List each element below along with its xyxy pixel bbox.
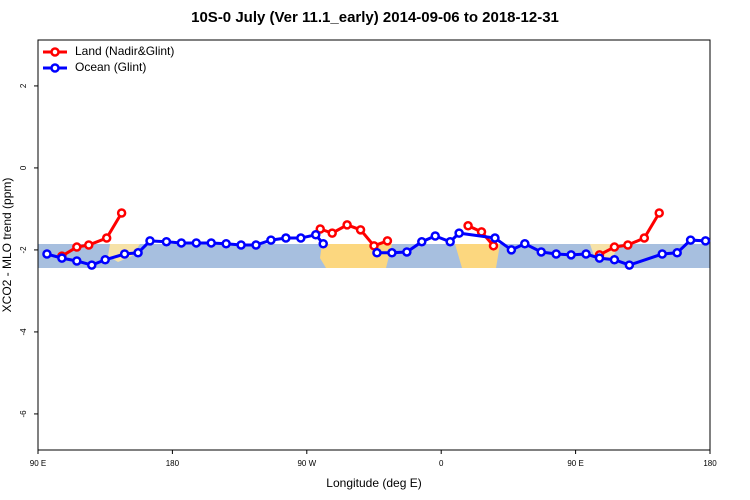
data-point bbox=[654, 208, 664, 218]
data-point bbox=[133, 248, 143, 258]
data-point bbox=[490, 233, 500, 243]
data-point bbox=[372, 248, 382, 258]
data-point bbox=[236, 240, 246, 250]
data-point bbox=[657, 249, 667, 259]
data-point bbox=[72, 242, 82, 252]
legend-label: Land (Nadir&Glint) bbox=[75, 44, 174, 58]
x-tick-label: 90 E bbox=[567, 459, 583, 468]
data-point bbox=[42, 249, 52, 259]
data-point bbox=[417, 236, 427, 247]
x-tick-label: 90 W bbox=[297, 459, 316, 468]
y-tick-label: 2 bbox=[19, 83, 28, 88]
data-point bbox=[101, 233, 112, 243]
x-tick-label: 0 bbox=[439, 459, 444, 468]
data-point bbox=[119, 249, 130, 259]
data-point bbox=[206, 238, 216, 248]
data-point bbox=[624, 260, 635, 270]
data-point bbox=[116, 208, 127, 218]
y-tick-label: -2 bbox=[19, 246, 28, 254]
data-point bbox=[318, 239, 328, 249]
data-point bbox=[355, 225, 366, 235]
data-point bbox=[84, 240, 94, 250]
legend-marker bbox=[50, 63, 60, 73]
data-point bbox=[266, 235, 276, 245]
data-point bbox=[387, 248, 397, 258]
data-point bbox=[327, 228, 337, 238]
data-point bbox=[520, 239, 530, 249]
data-point bbox=[176, 238, 187, 248]
data-point bbox=[191, 238, 202, 248]
data-point bbox=[430, 231, 440, 241]
data-point bbox=[566, 250, 576, 260]
data-point bbox=[72, 256, 82, 266]
data-point bbox=[463, 220, 473, 231]
data-point bbox=[476, 227, 487, 237]
data-point bbox=[685, 235, 696, 245]
x-tick-label: 180 bbox=[166, 459, 180, 468]
data-point bbox=[594, 253, 605, 263]
data-point bbox=[623, 240, 633, 250]
data-point bbox=[639, 233, 650, 243]
plot-frame bbox=[37, 39, 711, 451]
data-point bbox=[342, 220, 352, 230]
y-tick-label: -4 bbox=[19, 328, 28, 336]
data-point bbox=[609, 255, 620, 265]
data-point bbox=[87, 260, 97, 270]
data-point bbox=[609, 242, 620, 252]
data-point bbox=[57, 253, 67, 263]
data-point bbox=[221, 239, 231, 249]
data-point bbox=[251, 240, 261, 250]
y-axis-label: XCO2 - MLO trend (ppm) bbox=[0, 178, 14, 313]
data-point bbox=[488, 241, 499, 251]
data-point bbox=[551, 249, 561, 259]
data-point bbox=[445, 236, 455, 247]
data-point bbox=[672, 248, 682, 258]
x-tick-label: 180 bbox=[703, 459, 717, 468]
y-tick-label: -6 bbox=[19, 410, 28, 418]
data-point bbox=[581, 249, 591, 259]
x-tick-label: 90 E bbox=[30, 459, 46, 468]
data-point bbox=[506, 245, 517, 255]
legend-label: Ocean (Glint) bbox=[75, 60, 146, 74]
legend-marker bbox=[50, 47, 60, 57]
x-axis-label: Longitude (deg E) bbox=[326, 476, 421, 490]
data-point bbox=[311, 230, 321, 240]
data-point bbox=[402, 247, 412, 257]
data-point bbox=[161, 236, 172, 247]
y-tick-label: 0 bbox=[19, 165, 28, 170]
data-point bbox=[382, 236, 393, 246]
data-point bbox=[100, 255, 110, 265]
data-point bbox=[536, 247, 547, 257]
data-point bbox=[454, 228, 464, 238]
data-point bbox=[700, 236, 711, 246]
data-point bbox=[296, 233, 306, 243]
data-point bbox=[315, 224, 325, 234]
data-point bbox=[145, 236, 155, 246]
chart-title: 10S-0 July (Ver 11.1_early) 2014-09-06 t… bbox=[191, 9, 559, 26]
data-point bbox=[281, 233, 291, 243]
